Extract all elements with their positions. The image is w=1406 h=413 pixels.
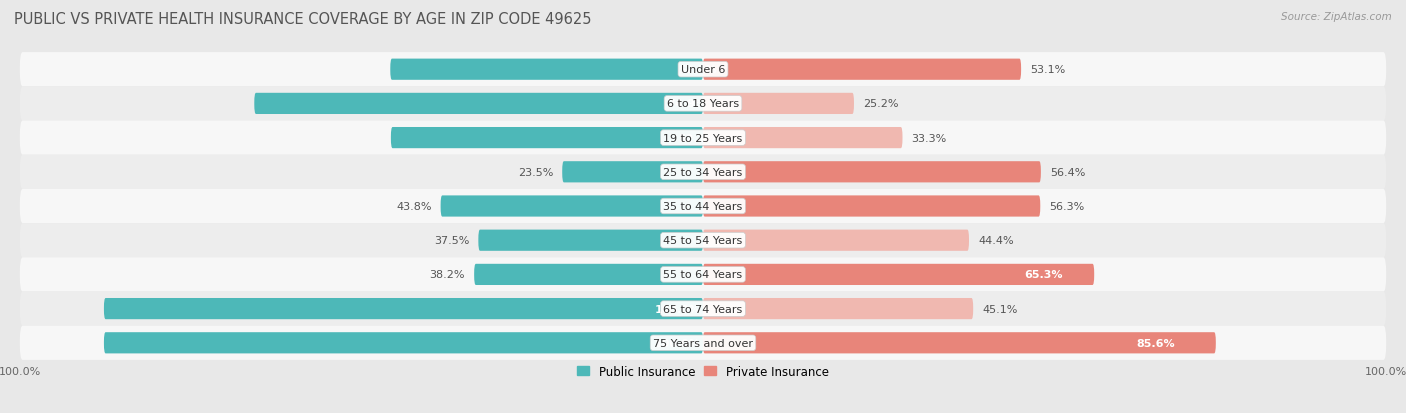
Text: 19 to 25 Years: 19 to 25 Years	[664, 133, 742, 143]
FancyBboxPatch shape	[104, 332, 703, 354]
Text: 53.1%: 53.1%	[1031, 65, 1066, 75]
Text: PUBLIC VS PRIVATE HEALTH INSURANCE COVERAGE BY AGE IN ZIP CODE 49625: PUBLIC VS PRIVATE HEALTH INSURANCE COVER…	[14, 12, 592, 27]
Text: 52.2%: 52.2%	[678, 65, 717, 75]
Text: 55 to 64 Years: 55 to 64 Years	[664, 270, 742, 280]
FancyBboxPatch shape	[562, 162, 703, 183]
FancyBboxPatch shape	[703, 230, 969, 251]
FancyBboxPatch shape	[703, 196, 1040, 217]
Text: 100.0%: 100.0%	[655, 304, 702, 314]
Text: Source: ZipAtlas.com: Source: ZipAtlas.com	[1281, 12, 1392, 22]
Text: 38.2%: 38.2%	[430, 270, 465, 280]
FancyBboxPatch shape	[703, 59, 1021, 81]
Text: 85.6%: 85.6%	[1136, 338, 1175, 348]
Text: 45 to 54 Years: 45 to 54 Years	[664, 236, 742, 246]
FancyBboxPatch shape	[703, 94, 853, 115]
Text: 33.3%: 33.3%	[911, 133, 946, 143]
FancyBboxPatch shape	[391, 59, 703, 81]
FancyBboxPatch shape	[391, 128, 703, 149]
FancyBboxPatch shape	[20, 190, 1386, 223]
FancyBboxPatch shape	[20, 292, 1386, 326]
FancyBboxPatch shape	[20, 258, 1386, 292]
FancyBboxPatch shape	[20, 223, 1386, 258]
FancyBboxPatch shape	[703, 128, 903, 149]
Text: 52.1%: 52.1%	[678, 133, 717, 143]
FancyBboxPatch shape	[703, 162, 1040, 183]
FancyBboxPatch shape	[254, 94, 703, 115]
Text: 56.4%: 56.4%	[1050, 167, 1085, 177]
Text: 35 to 44 Years: 35 to 44 Years	[664, 202, 742, 211]
Text: 56.3%: 56.3%	[1049, 202, 1084, 211]
Text: 100.0%: 100.0%	[655, 338, 702, 348]
FancyBboxPatch shape	[20, 326, 1386, 360]
Text: 65.3%: 65.3%	[1025, 270, 1063, 280]
Text: 37.5%: 37.5%	[434, 236, 470, 246]
FancyBboxPatch shape	[104, 298, 703, 319]
FancyBboxPatch shape	[20, 155, 1386, 190]
FancyBboxPatch shape	[478, 230, 703, 251]
Text: 25 to 34 Years: 25 to 34 Years	[664, 167, 742, 177]
Text: 74.9%: 74.9%	[666, 99, 706, 109]
Text: 23.5%: 23.5%	[517, 167, 553, 177]
Text: 43.8%: 43.8%	[396, 202, 432, 211]
Text: Under 6: Under 6	[681, 65, 725, 75]
Text: 44.4%: 44.4%	[979, 236, 1014, 246]
Text: 65 to 74 Years: 65 to 74 Years	[664, 304, 742, 314]
FancyBboxPatch shape	[20, 87, 1386, 121]
FancyBboxPatch shape	[703, 332, 1216, 354]
FancyBboxPatch shape	[703, 298, 973, 319]
FancyBboxPatch shape	[440, 196, 703, 217]
FancyBboxPatch shape	[703, 264, 1094, 285]
FancyBboxPatch shape	[20, 121, 1386, 155]
FancyBboxPatch shape	[474, 264, 703, 285]
Text: 25.2%: 25.2%	[863, 99, 898, 109]
Legend: Public Insurance, Private Insurance: Public Insurance, Private Insurance	[572, 360, 834, 383]
Text: 45.1%: 45.1%	[983, 304, 1018, 314]
Text: 75 Years and over: 75 Years and over	[652, 338, 754, 348]
Text: 6 to 18 Years: 6 to 18 Years	[666, 99, 740, 109]
FancyBboxPatch shape	[20, 53, 1386, 87]
